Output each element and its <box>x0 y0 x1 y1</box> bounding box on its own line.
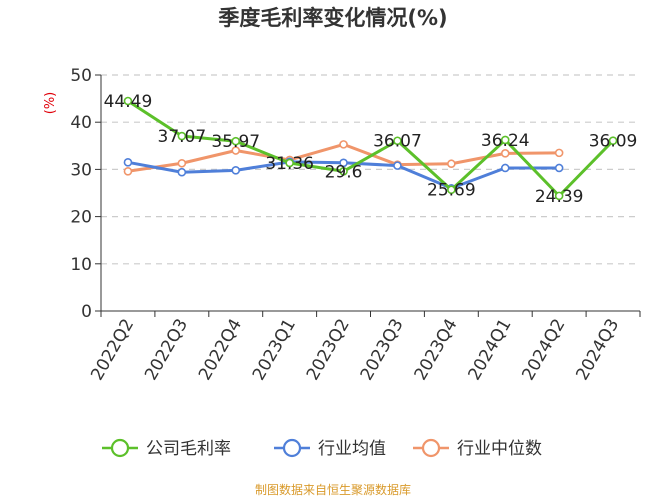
x-tick-label: 2024Q3 <box>572 316 623 384</box>
data-point <box>554 148 564 158</box>
data-point <box>447 159 456 169</box>
y-tick-label: 30 <box>70 160 92 180</box>
data-point <box>123 166 133 176</box>
data-point <box>500 163 510 173</box>
legend-label: 公司毛利率 <box>146 439 231 459</box>
x-tick-label: 2024Q1 <box>465 316 516 384</box>
data-point <box>554 163 564 173</box>
data-label: 37.07 <box>158 127 207 147</box>
data-point <box>123 158 133 167</box>
y-axis-label: (%) <box>43 92 58 115</box>
data-label: 36.09 <box>589 132 638 152</box>
data-label: 44.49 <box>104 92 153 112</box>
x-tick-label: 2023Q1 <box>249 316 300 384</box>
data-point <box>123 96 133 106</box>
data-point <box>393 161 402 170</box>
data-label: 24.39 <box>535 187 584 207</box>
legend: 公司毛利率 行业均值 行业中位数 <box>102 438 542 459</box>
data-point <box>447 185 456 195</box>
x-tick-label: 2022Q4 <box>195 316 246 384</box>
source-note: 制图数据来自恒生聚源数据库 <box>255 482 411 497</box>
y-tick-label: 20 <box>70 208 92 228</box>
x-tick-label: 2022Q3 <box>141 316 192 384</box>
y-tick-label: 50 <box>70 66 92 86</box>
data-point <box>500 149 510 158</box>
data-point <box>285 158 294 168</box>
x-tick-label: 2022Q2 <box>87 316 138 384</box>
series-line-0 <box>127 99 615 198</box>
data-point <box>339 158 348 168</box>
data-point <box>500 135 510 145</box>
data-point <box>177 158 187 168</box>
data-point <box>177 131 187 141</box>
x-tick-label: 2023Q4 <box>411 315 462 383</box>
data-point <box>608 136 618 145</box>
data-label: 29.6 <box>325 162 363 182</box>
data-point <box>339 166 348 176</box>
x-tick-label: 2024Q2 <box>518 316 569 384</box>
x-tick-label: 2023Q2 <box>303 316 354 384</box>
y-tick-label: 0 <box>81 302 92 322</box>
legend-swatch-marker <box>282 438 302 458</box>
data-label: 31.36 <box>265 154 314 174</box>
data-label: 36.07 <box>373 132 422 152</box>
x-tick-label: 2023Q3 <box>357 316 408 384</box>
data-point <box>231 166 241 175</box>
legend-label: 行业均值 <box>318 439 386 459</box>
data-point <box>393 136 402 146</box>
data-point <box>177 167 187 177</box>
data-point <box>231 146 241 155</box>
y-tick-label: 10 <box>70 255 92 275</box>
data-label: 36.24 <box>481 131 530 151</box>
grid-layer <box>101 74 640 265</box>
data-point <box>231 136 241 146</box>
data-label: 35.97 <box>211 132 260 152</box>
series-layer <box>123 96 618 201</box>
data-point <box>554 191 564 201</box>
chart-title: 季度毛利率变化情况(%) <box>218 6 447 30</box>
legend-label: 行业中位数 <box>457 439 542 459</box>
data-point <box>339 140 348 149</box>
legend-swatch-marker <box>110 438 130 458</box>
legend-swatch-marker <box>421 438 441 458</box>
y-tick-label: 40 <box>70 113 92 133</box>
data-label: 25.69 <box>427 181 476 201</box>
